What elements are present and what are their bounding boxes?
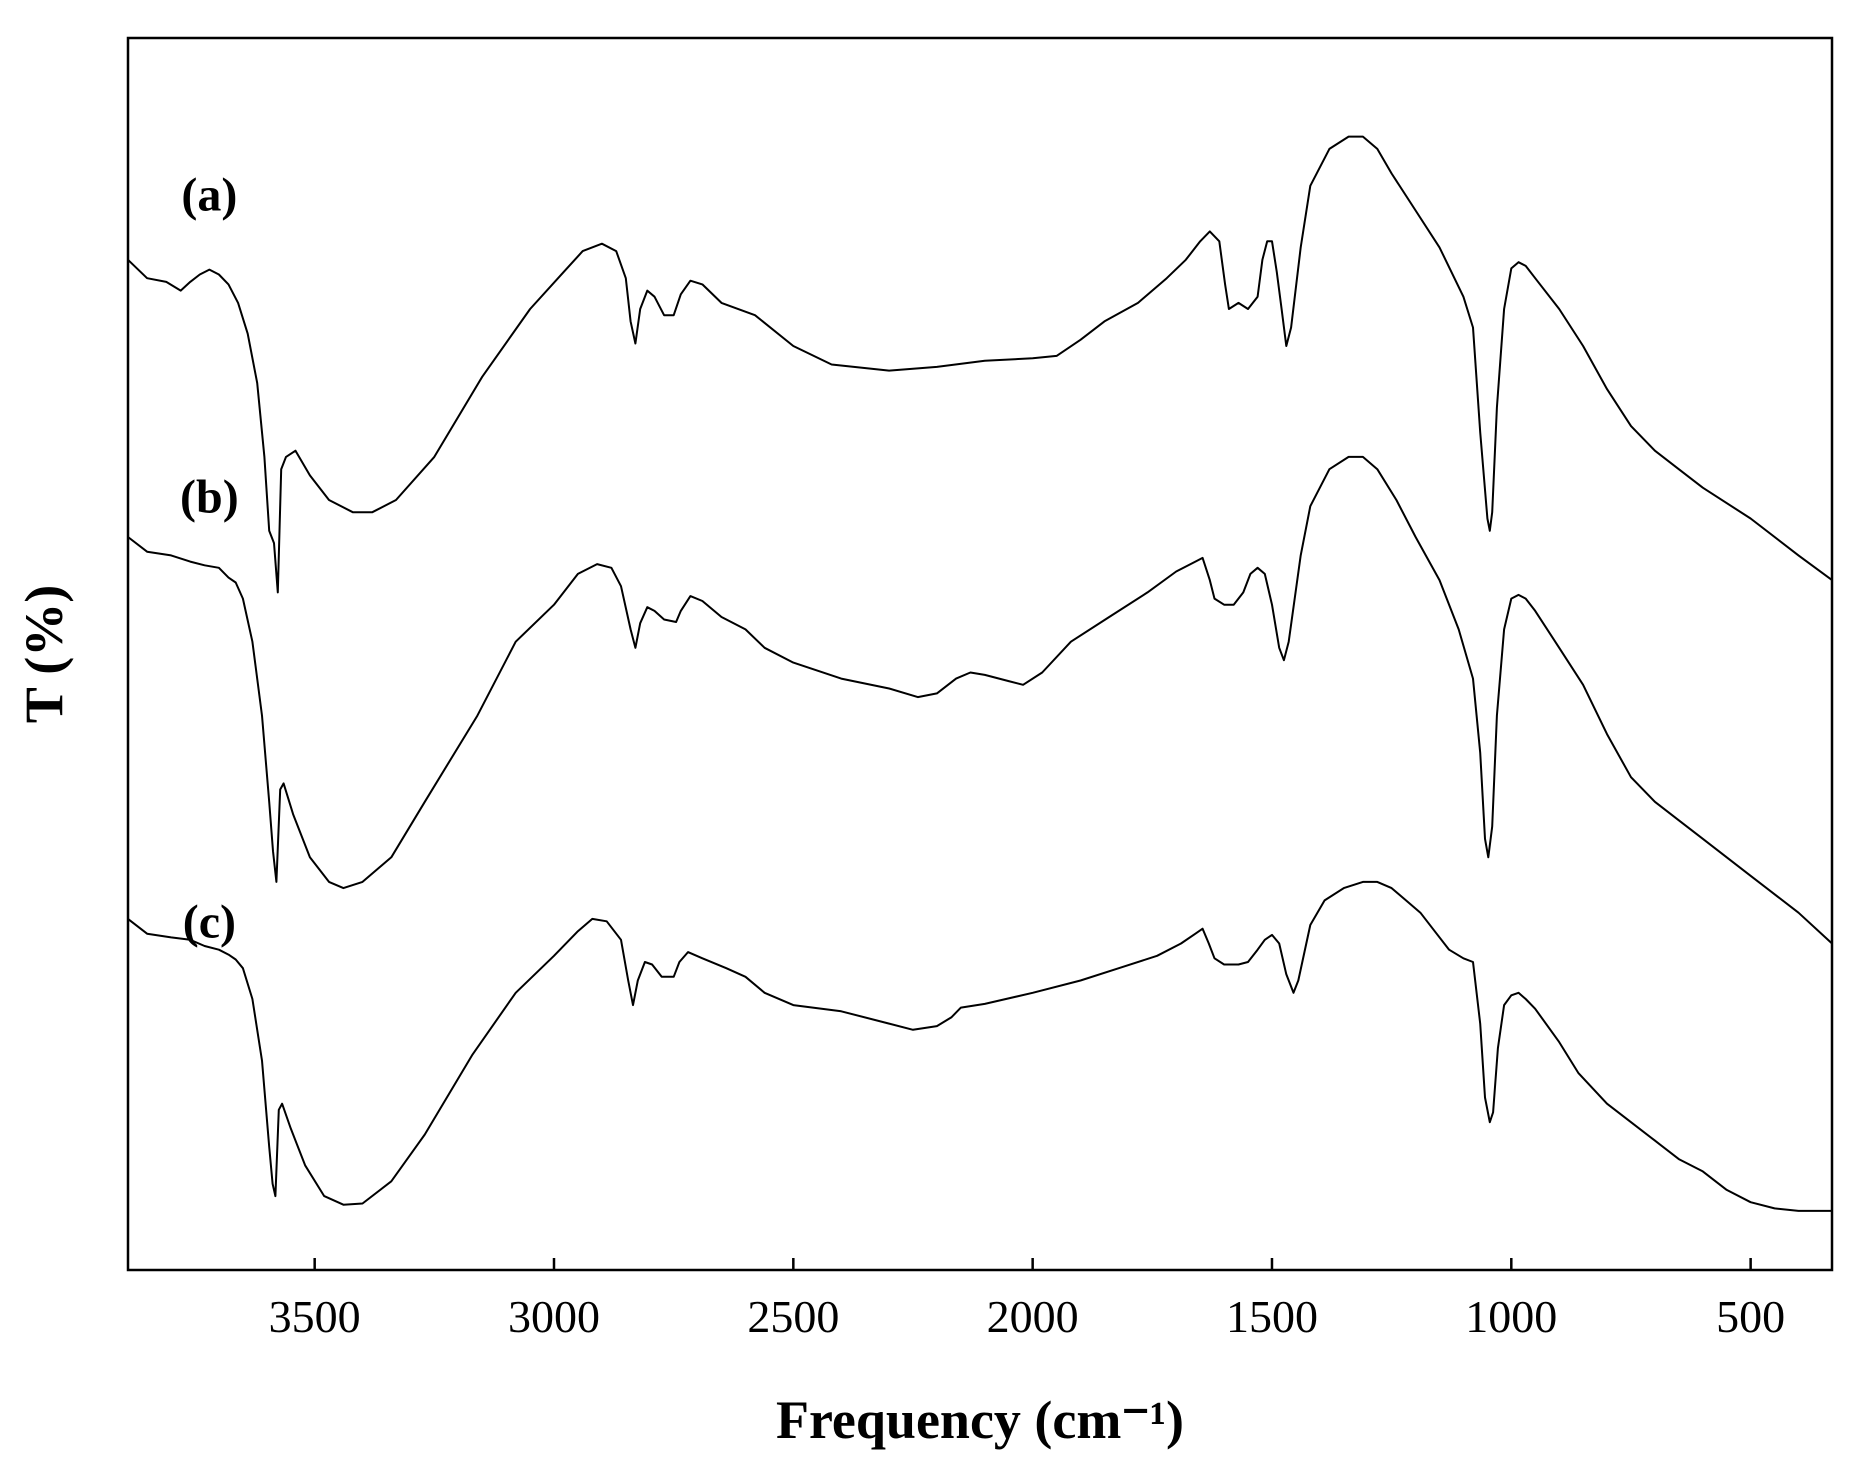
x-tick-label-3000: 3000 xyxy=(508,1291,600,1342)
y-axis-title: T (%) xyxy=(14,585,74,724)
plot-area-frame xyxy=(126,36,1834,1272)
x-tick-label-500: 500 xyxy=(1716,1291,1785,1342)
x-tick-label-2500: 2500 xyxy=(747,1291,839,1342)
series-lines xyxy=(127,135,1833,1212)
series-labels: (a) (b) (c) xyxy=(180,168,239,948)
x-axis-title: Frequency (cm⁻¹) xyxy=(776,1390,1184,1450)
series-line-a xyxy=(127,135,1833,594)
series-line-b xyxy=(127,455,1833,945)
series-line-c xyxy=(127,880,1832,1212)
series-label-c: (c) xyxy=(183,895,236,948)
x-axis-ticks: 3500 3000 2500 2000 1500 1000 500 xyxy=(269,1258,1785,1342)
series-label-a: (a) xyxy=(181,168,237,221)
x-tick-label-1500: 1500 xyxy=(1226,1291,1318,1342)
x-tick-label-3500: 3500 xyxy=(269,1291,361,1342)
x-tick-label-1000: 1000 xyxy=(1465,1291,1557,1342)
x-tick-label-2000: 2000 xyxy=(987,1291,1079,1342)
series-label-b: (b) xyxy=(180,470,239,523)
